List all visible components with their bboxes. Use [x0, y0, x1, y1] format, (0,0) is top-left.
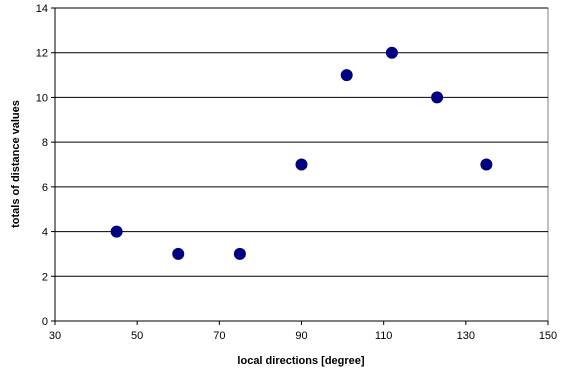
data-point	[172, 247, 185, 260]
data-points	[110, 46, 493, 260]
y-tick-label: 14	[36, 3, 48, 15]
y-tick-label: 6	[42, 182, 48, 194]
x-axis-title: local directions [degree]	[237, 355, 364, 367]
x-tick-label: 70	[213, 330, 225, 342]
x-axis-ticks: 30 50 70 90 110 130 150	[49, 321, 557, 342]
x-tick-label: 30	[49, 330, 61, 342]
data-point	[110, 225, 123, 238]
y-tick-label: 12	[36, 48, 48, 60]
data-point	[295, 158, 308, 171]
y-tick-label: 2	[42, 271, 48, 283]
y-axis-title: totals of distance values	[10, 100, 22, 228]
data-point	[340, 69, 353, 82]
data-point	[233, 247, 246, 260]
x-tick-label: 50	[131, 330, 143, 342]
y-tick-label: 0	[42, 316, 48, 328]
y-axis-ticks: 0 2 4 6 8 10 12 14	[36, 3, 55, 328]
x-tick-label: 110	[375, 330, 393, 342]
x-tick-label: 90	[295, 330, 307, 342]
y-tick-label: 4	[42, 227, 48, 239]
data-point	[480, 158, 493, 171]
grid-lines	[55, 7, 548, 277]
data-point	[431, 91, 444, 104]
y-tick-label: 10	[36, 92, 48, 104]
x-tick-label: 150	[539, 330, 557, 342]
x-tick-label: 130	[457, 330, 475, 342]
y-tick-label: 8	[42, 137, 48, 149]
data-point	[385, 46, 398, 59]
